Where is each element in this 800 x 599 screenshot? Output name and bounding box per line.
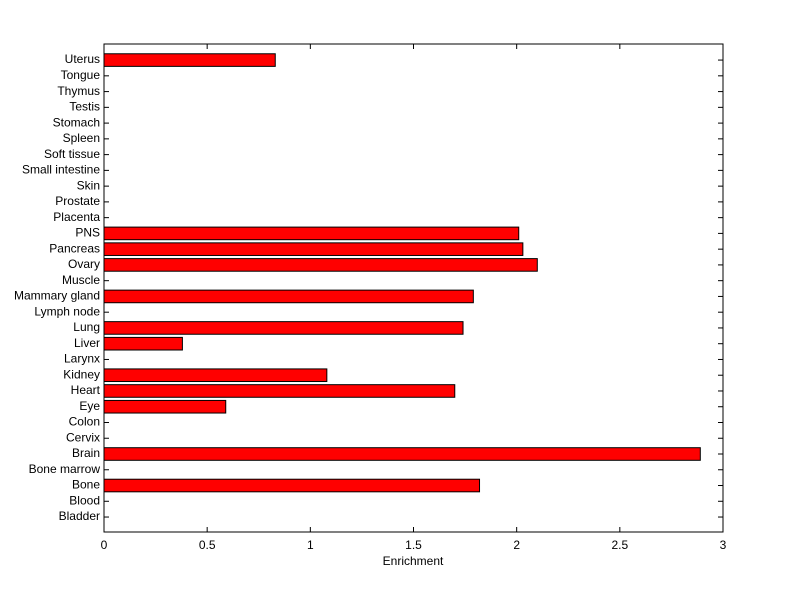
x-tick-label: 0 xyxy=(101,538,108,552)
y-tick-label: Brain xyxy=(72,446,100,460)
x-tick-label: 1.5 xyxy=(405,538,422,552)
bar xyxy=(103,242,524,256)
y-tick-label: Small intestine xyxy=(22,163,100,177)
x-tick-label: 2.5 xyxy=(611,538,628,552)
bar xyxy=(103,447,701,461)
bar xyxy=(103,258,538,272)
x-tick-label: 2 xyxy=(513,538,520,552)
bar xyxy=(103,384,456,398)
y-tick-label: Lymph node xyxy=(34,304,100,318)
y-tick-label: Tongue xyxy=(61,68,101,82)
x-tick-label: 1 xyxy=(307,538,314,552)
bar xyxy=(103,226,520,241)
y-tick-label: Heart xyxy=(71,383,101,397)
y-tick-label: Mammary gland xyxy=(14,289,100,303)
y-tick-label: Spleen xyxy=(63,131,100,145)
y-tick-label: Thymus xyxy=(57,84,100,98)
y-tick-label: Bone xyxy=(72,478,100,492)
y-tick-label: Stomach xyxy=(53,115,100,129)
y-tick-label: Cervix xyxy=(66,430,100,444)
y-tick-label: Muscle xyxy=(62,273,100,287)
y-tick-label: Ovary xyxy=(68,257,100,271)
x-tick-label: 3 xyxy=(720,538,727,552)
y-tick-label: Liver xyxy=(74,336,100,350)
x-tick-label: 0.5 xyxy=(199,538,216,552)
bar xyxy=(103,336,183,351)
bar xyxy=(103,478,481,493)
y-tick-label: Uterus xyxy=(65,52,100,66)
y-tick-label: Colon xyxy=(69,415,100,429)
y-tick-label: Blood xyxy=(69,493,100,507)
y-tick-label: PNS xyxy=(75,226,100,240)
bar xyxy=(103,399,227,414)
y-tick-label: Bone marrow xyxy=(29,462,101,476)
bar xyxy=(103,289,474,304)
y-tick-label: Placenta xyxy=(53,210,100,224)
y-tick-label: Bladder xyxy=(59,509,100,523)
bar xyxy=(103,53,276,67)
bar xyxy=(103,368,328,383)
y-tick-label: Lung xyxy=(73,320,100,334)
y-tick-label: Skin xyxy=(77,178,100,192)
y-tick-label: Eye xyxy=(79,399,100,413)
y-tick-label: Kidney xyxy=(63,367,100,381)
y-tick-label: Larynx xyxy=(64,352,100,366)
bar xyxy=(103,321,464,335)
y-tick-label: Soft tissue xyxy=(44,147,100,161)
y-tick-label: Pancreas xyxy=(49,241,100,255)
y-tick-label: Testis xyxy=(69,100,100,114)
y-tick-label: Prostate xyxy=(55,194,100,208)
x-axis-label: Enrichment xyxy=(383,554,444,568)
